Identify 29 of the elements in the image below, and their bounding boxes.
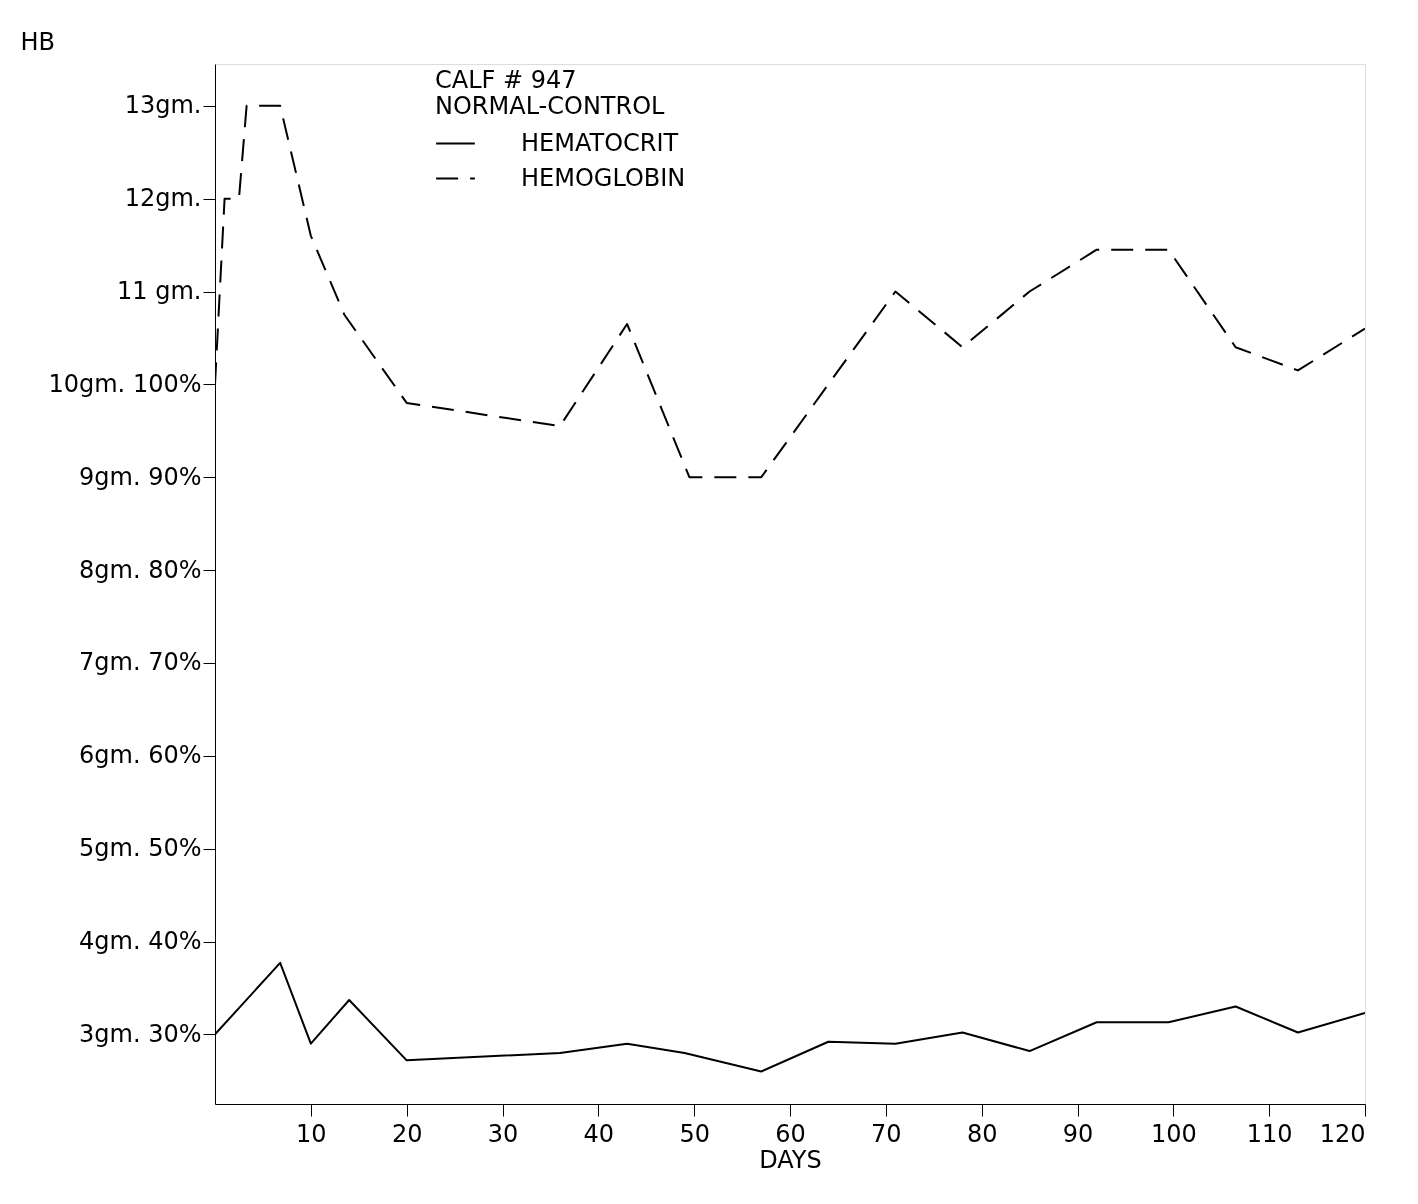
chart-title: CALF # 947: [435, 66, 577, 94]
x-tick-label: 120: [1319, 1119, 1366, 1148]
x-tick-label: 110: [1246, 1119, 1293, 1148]
x-tick-label: 10: [296, 1119, 327, 1148]
y-tick-label: 9gm. 90%: [79, 462, 202, 491]
x-tick-label: 60: [775, 1119, 806, 1148]
text: NORMAL-CONTROL: [435, 92, 666, 120]
y-tick-label: 4gm. 40%: [79, 927, 202, 955]
y-tick-label: 13gm.: [124, 91, 202, 120]
x-tick-label: 30: [487, 1119, 519, 1148]
y-tick-label: 11 gm.: [117, 277, 202, 305]
x-tick-label: 50: [679, 1119, 710, 1148]
y-axis-title: HB: [20, 27, 56, 56]
y-tick-label: 6gm. 60%: [79, 741, 202, 770]
y-tick-label: 10gm. 100%: [48, 369, 202, 398]
x-tick-label: 100: [1150, 1119, 1197, 1148]
y-tick-label: 3gm. 30%: [79, 1019, 202, 1048]
x-tick-label: 70: [871, 1119, 902, 1148]
x-tick-label: 90: [1062, 1119, 1094, 1148]
x-tick-label: 80: [966, 1119, 998, 1148]
x-tick-label: 40: [583, 1119, 615, 1148]
y-tick-label: 8gm. 80%: [79, 555, 202, 584]
legend-label: HEMATOCRIT: [521, 128, 679, 157]
y-tick-label: 7gm. 70%: [79, 648, 202, 677]
legend-label: HEMOGLOBIN: [521, 163, 686, 192]
y-tick-label: 5gm. 50%: [79, 834, 202, 863]
y-tick-label: 12gm.: [124, 184, 202, 213]
x-axis-title: DAYS: [759, 1145, 822, 1174]
x-tick-label: 20: [391, 1119, 423, 1148]
